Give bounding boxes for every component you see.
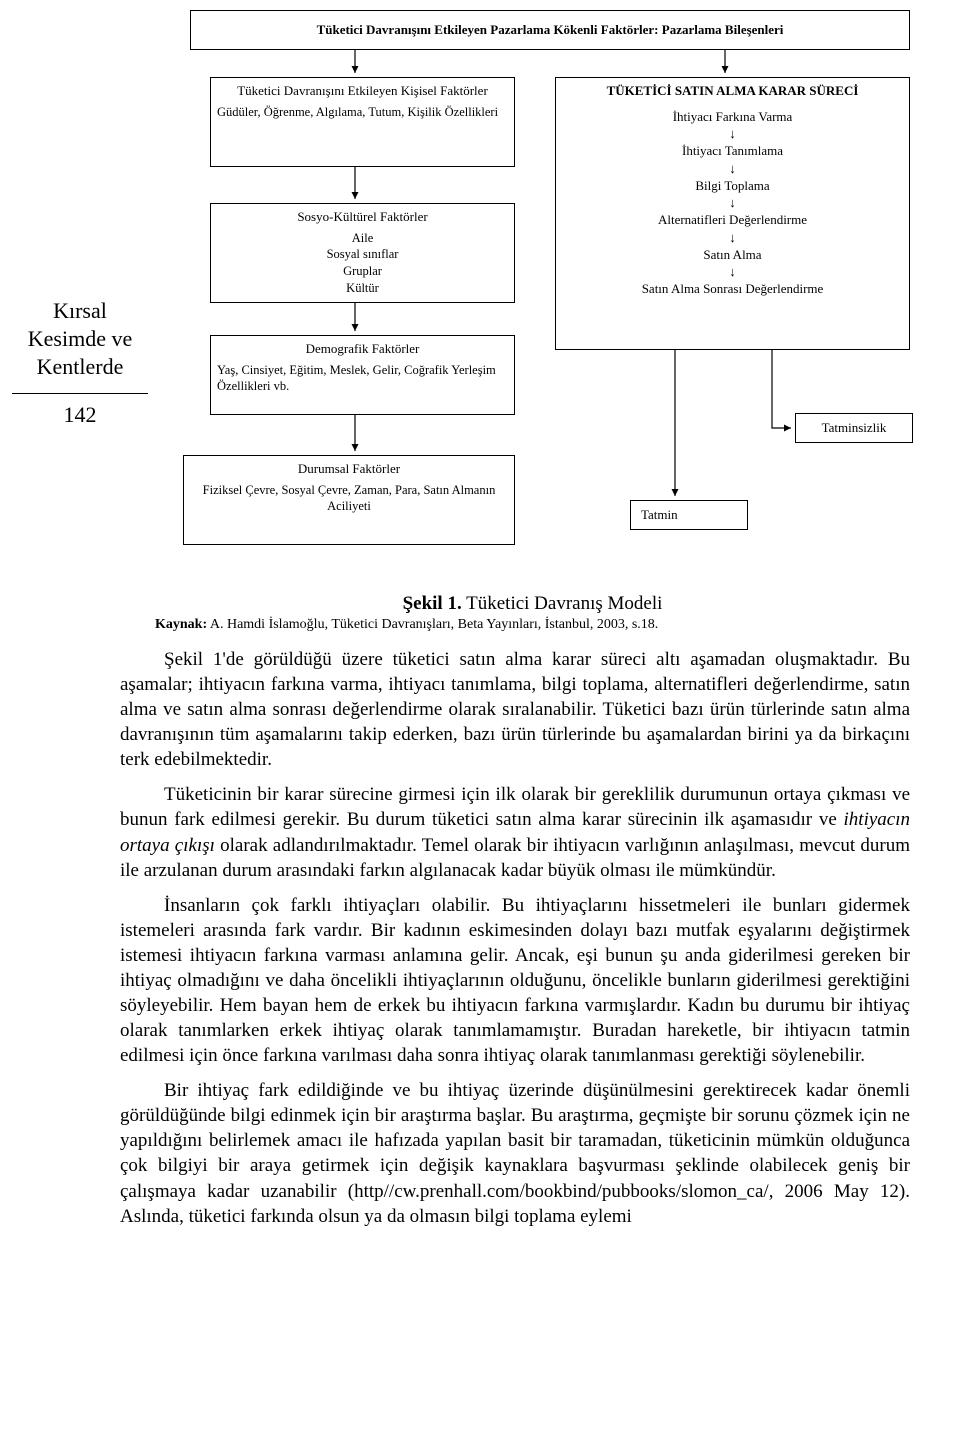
box-marketing-factors: Tüketici Davranışını Etkileyen Pazarlama… <box>190 10 910 50</box>
decision-step: Satın Alma <box>562 246 903 264</box>
page-root: Kırsal Kesimde ve Kentlerde 142 <box>0 0 960 1269</box>
down-arrow-icon: ↓ <box>562 162 903 175</box>
box-situational-factors: Durumsal Faktörler Fiziksel Çevre, Sosya… <box>183 455 515 545</box>
decision-process-steps: İhtiyacı Farkına Varma↓İhtiyacı Tanımlam… <box>562 108 903 298</box>
decision-step: İhtiyacı Tanımlama <box>562 142 903 160</box>
box-situational-title: Durumsal Faktörler <box>190 460 508 478</box>
box-personal-factors-title: Tüketici Davranışını Etkileyen Kişisel F… <box>217 82 508 100</box>
side-title: Kırsal Kesimde ve Kentlerde <box>12 297 148 381</box>
box-marketing-factors-title: Tüketici Davranışını Etkileyen Pazarlama… <box>317 21 784 39</box>
box-demographic-title: Demografik Faktörler <box>217 340 508 358</box>
box-situational-body: Fiziksel Çevre, Sosyal Çevre, Zaman, Par… <box>190 482 508 516</box>
box-personal-factors-body: Güdüler, Öğrenme, Algılama, Tutum, Kişil… <box>217 104 508 121</box>
paragraph: Şekil 1'de görüldüğü üzere tüketici satı… <box>120 647 910 772</box>
down-arrow-icon: ↓ <box>562 231 903 244</box>
paragraph: Bir ihtiyaç fark edildiğinde ve bu ihtiy… <box>120 1078 910 1228</box>
box-personal-factors: Tüketici Davranışını Etkileyen Kişisel F… <box>210 77 515 167</box>
side-header: Kırsal Kesimde ve Kentlerde 142 <box>12 297 148 428</box>
box-socio-cultural-body: Aile Sosyal sınıflar Gruplar Kültür <box>217 230 508 298</box>
box-tatminsizlik-label: Tatminsizlik <box>822 419 887 437</box>
side-page-number: 142 <box>12 402 148 428</box>
figure-source-label: Kaynak: <box>155 617 207 632</box>
paragraph: Tüketicinin bir karar sürecine girmesi i… <box>120 782 910 882</box>
decision-step: Bilgi Toplama <box>562 177 903 195</box>
box-decision-process: TÜKETİCİ SATIN ALMA KARAR SÜRECİ İhtiyac… <box>555 77 910 350</box>
decision-step: Alternatifleri Değerlendirme <box>562 211 903 229</box>
down-arrow-icon: ↓ <box>562 196 903 209</box>
box-demographic-factors: Demografik Faktörler Yaş, Cinsiyet, Eğit… <box>210 335 515 415</box>
side-rule <box>12 393 148 394</box>
box-demographic-body: Yaş, Cinsiyet, Eğitim, Meslek, Gelir, Co… <box>217 362 508 396</box>
flowchart-diagram: Tüketici Davranışını Etkileyen Pazarlama… <box>175 10 925 585</box>
figure-caption-title: Tüketici Davranış Modeli <box>466 593 662 614</box>
down-arrow-icon: ↓ <box>562 127 903 140</box>
box-tatmin: Tatmin <box>630 500 748 530</box>
box-tatmin-label: Tatmin <box>641 506 678 524</box>
decision-step: Satın Alma Sonrası Değerlendirme <box>562 280 903 298</box>
decision-step: İhtiyacı Farkına Varma <box>562 108 903 126</box>
figure-source: Kaynak: A. Hamdi İslamoğlu, Tüketici Dav… <box>155 617 910 633</box>
box-socio-cultural-factors: Sosyo-Kültürel Faktörler Aile Sosyal sın… <box>210 203 515 303</box>
down-arrow-icon: ↓ <box>562 265 903 278</box>
figure-caption: Şekil 1. Tüketici Davranış Modeli <box>155 593 910 615</box>
box-decision-process-title: TÜKETİCİ SATIN ALMA KARAR SÜRECİ <box>562 82 903 100</box>
figure-source-text: A. Hamdi İslamoğlu, Tüketici Davranışlar… <box>210 617 658 632</box>
figure-caption-label: Şekil 1. <box>403 593 462 614</box>
body-text: Şekil 1'de görüldüğü üzere tüketici satı… <box>120 647 910 1229</box>
box-socio-cultural-title: Sosyo-Kültürel Faktörler <box>217 208 508 226</box>
paragraph: İnsanların çok farklı ihtiyaçları olabil… <box>120 893 910 1069</box>
figure-caption-block: Şekil 1. Tüketici Davranış Modeli Kaynak… <box>155 593 910 633</box>
box-tatminsizlik: Tatminsizlik <box>795 413 913 443</box>
